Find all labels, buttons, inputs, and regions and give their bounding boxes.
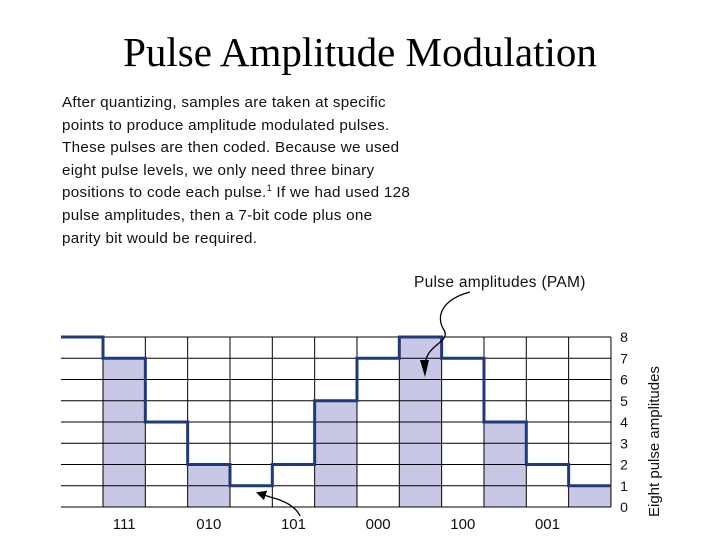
pam-arrow-head	[420, 360, 429, 377]
code-label: 111	[113, 516, 136, 533]
description-part-2: If we had used 128 pulse amplitudes, the…	[62, 184, 411, 247]
code-labels: 111 010 101 000 100 001	[113, 516, 560, 533]
code-label: 010	[196, 516, 221, 533]
slide-title: Pulse Amplitude Modulation	[123, 29, 597, 75]
footnote-marker: 1	[266, 183, 272, 194]
level-label: 1	[620, 478, 628, 494]
description-part-1: After quantizing, samples are taken at s…	[62, 94, 400, 202]
pam-annotation: Pulse amplitudes (PAM)	[414, 274, 586, 291]
code-label: 101	[281, 516, 306, 533]
level-labels: 0 1 2 3 4 5 6 7 8	[620, 329, 628, 515]
description-text: After quantizing, samples are taken at s…	[62, 92, 412, 250]
code-label: 000	[366, 516, 391, 533]
pulse-signal	[61, 335, 611, 488]
level-label: 6	[620, 372, 628, 388]
lower-arrow-curve	[256, 490, 301, 517]
code-label: 100	[450, 516, 475, 533]
level-label: 0	[620, 499, 628, 515]
level-label: 8	[620, 329, 628, 345]
level-label: 4	[620, 414, 628, 430]
level-label: 5	[620, 393, 628, 409]
pulse-bar	[314, 400, 357, 507]
code-label: 001	[535, 516, 560, 533]
pulse-waveform	[61, 335, 611, 488]
level-label: 7	[620, 350, 628, 366]
level-label: 2	[620, 457, 628, 473]
pulse-bar	[103, 358, 146, 507]
pulse-bar	[568, 485, 611, 507]
level-label: 3	[620, 435, 628, 451]
pam-arrow-curve	[424, 291, 471, 373]
axis-title: Eight pulse amplitudes	[646, 366, 663, 517]
